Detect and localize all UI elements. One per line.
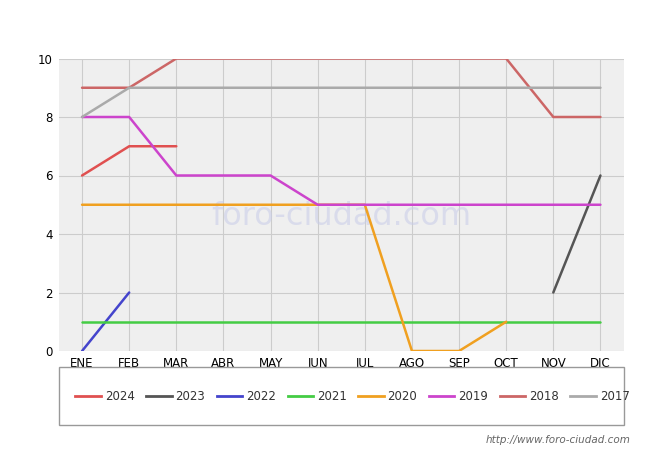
Text: 2023: 2023 — [176, 390, 205, 402]
Text: 2018: 2018 — [529, 390, 559, 402]
Text: foro-ciudad.com: foro-ciudad.com — [211, 201, 471, 232]
Text: Afiliados en La Bouza a 31/5/2024: Afiliados en La Bouza a 31/5/2024 — [177, 16, 473, 34]
FancyBboxPatch shape — [58, 367, 624, 425]
Text: 2024: 2024 — [105, 390, 135, 402]
Text: http://www.foro-ciudad.com: http://www.foro-ciudad.com — [486, 435, 630, 445]
Text: 2020: 2020 — [387, 390, 417, 402]
Text: 2021: 2021 — [317, 390, 347, 402]
Text: 2022: 2022 — [246, 390, 276, 402]
Text: 2017: 2017 — [600, 390, 630, 402]
Text: 2019: 2019 — [458, 390, 488, 402]
